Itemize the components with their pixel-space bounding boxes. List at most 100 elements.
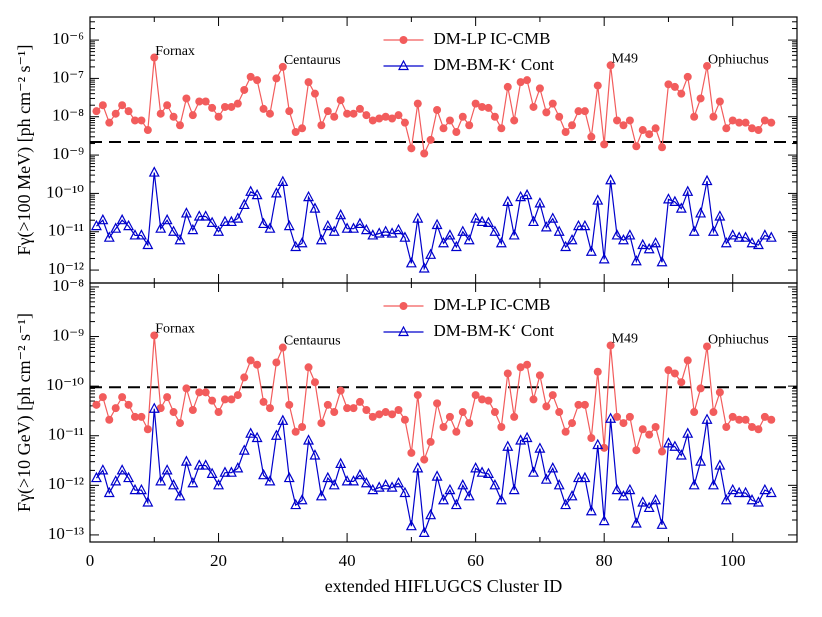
marker (412, 462, 424, 473)
marker (238, 444, 250, 455)
marker (330, 112, 339, 121)
marker (740, 231, 752, 242)
marker (748, 422, 757, 431)
marker (129, 483, 141, 495)
y-tick-label: 10⁻¹³ (48, 524, 84, 543)
plot-frame (89, 282, 798, 543)
marker (547, 462, 559, 473)
annotation: Ophiuchus (708, 52, 769, 67)
marker (193, 210, 205, 221)
marker (600, 140, 609, 149)
marker (200, 210, 212, 221)
y-tick-label: 10⁻¹¹ (48, 221, 84, 240)
x-tick-label: 40 (339, 551, 356, 570)
marker (715, 388, 724, 397)
marker (291, 427, 300, 436)
marker (613, 412, 622, 421)
y-tick-label: 10⁻⁹ (52, 144, 84, 163)
marker (542, 402, 551, 411)
marker (656, 518, 668, 529)
marker (150, 53, 159, 62)
marker (148, 402, 160, 413)
marker (741, 415, 750, 424)
marker (413, 391, 422, 400)
marker (542, 108, 551, 117)
marker (722, 124, 731, 133)
marker (156, 404, 165, 413)
marker (97, 464, 109, 475)
marker (593, 81, 602, 90)
marker (529, 395, 538, 404)
marker (444, 229, 456, 240)
legend-marker (399, 36, 408, 44)
marker (740, 486, 752, 498)
marker (765, 486, 777, 498)
marker (490, 112, 499, 121)
series-line (95, 335, 772, 460)
marker (148, 166, 160, 177)
marker (182, 94, 191, 103)
marker (471, 99, 480, 108)
marker (650, 236, 662, 248)
marker (253, 360, 262, 369)
y-tick-label: 10⁻⁹ (52, 325, 84, 344)
marker (188, 111, 197, 120)
marker (195, 388, 204, 397)
marker (534, 442, 546, 453)
marker (534, 197, 546, 208)
marker (349, 109, 358, 118)
marker (638, 126, 647, 135)
marker (703, 62, 712, 71)
marker (156, 109, 165, 118)
marker (510, 116, 519, 125)
marker (452, 427, 461, 436)
marker (478, 102, 487, 111)
marker (728, 412, 737, 421)
marker (438, 236, 449, 248)
marker (669, 195, 681, 207)
marker (465, 121, 474, 130)
marker (720, 236, 732, 248)
marker (283, 219, 295, 231)
y-tick-label: 10⁻¹² (48, 259, 84, 278)
marker (227, 395, 236, 404)
marker (752, 496, 764, 507)
marker (728, 116, 737, 125)
marker (645, 130, 654, 139)
marker (208, 103, 217, 112)
marker (214, 408, 223, 417)
marker (135, 229, 147, 240)
marker (568, 121, 577, 130)
marker (523, 76, 532, 85)
marker (348, 475, 360, 486)
marker (503, 369, 512, 378)
marker (746, 493, 758, 505)
marker (746, 236, 758, 248)
marker (418, 526, 430, 537)
marker (658, 447, 667, 456)
marker (722, 422, 731, 431)
marker (135, 483, 147, 495)
marker (142, 238, 154, 250)
x-tick-label: 60 (467, 551, 484, 570)
marker (407, 144, 416, 153)
marker (225, 215, 237, 227)
marker (219, 215, 231, 227)
marker (579, 219, 591, 231)
marker (426, 437, 435, 446)
marker (662, 193, 674, 204)
marker (638, 425, 647, 434)
marker (560, 498, 572, 510)
marker (495, 493, 507, 505)
marker (206, 467, 218, 478)
marker (180, 207, 192, 218)
marker (283, 471, 295, 483)
marker (168, 479, 180, 490)
marker (98, 101, 107, 110)
marker (123, 219, 135, 231)
marker (503, 82, 512, 91)
marker (760, 116, 769, 125)
marker (619, 121, 628, 130)
marker (727, 483, 739, 495)
marker (561, 127, 570, 136)
